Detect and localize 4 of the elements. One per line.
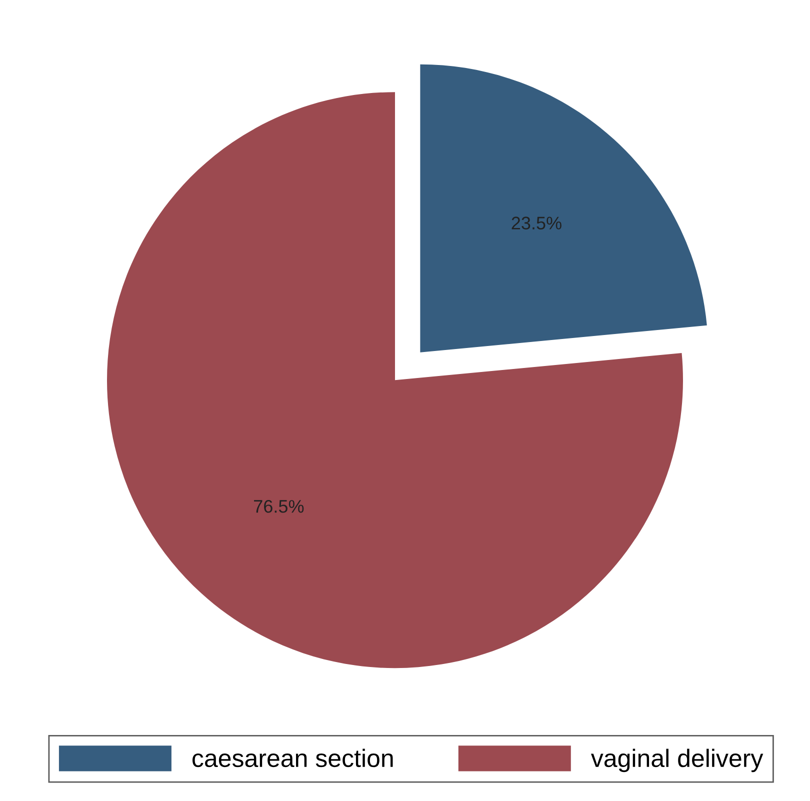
data-label: 76.5% [254,500,304,513]
legend-label: vaginal delivery [590,748,764,772]
data-label: 23.5% [512,216,562,230]
legend-label: caesarean section [192,748,393,768]
